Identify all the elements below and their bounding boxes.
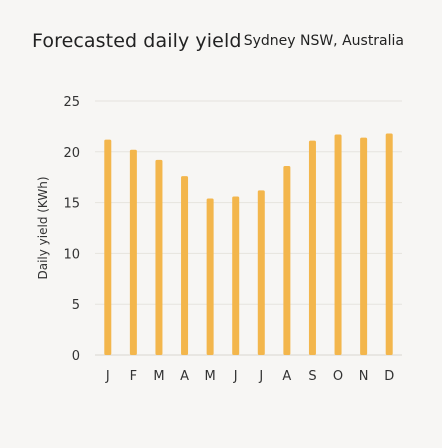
x-tick-label: J [233, 369, 238, 384]
bar [334, 134, 342, 355]
bar [257, 190, 265, 355]
bar [232, 196, 240, 355]
location-label: Sydney NSW, Australia [243, 33, 404, 49]
chart-title: Forecasted daily yield [32, 30, 242, 52]
x-tick-label: N [359, 369, 369, 384]
x-tick-label: F [130, 369, 137, 384]
x-tick-label: J [258, 369, 263, 384]
grid-layer [95, 100, 402, 356]
x-tick-label: A [282, 369, 291, 384]
bar [155, 159, 163, 355]
y-tick-label: 0 [72, 349, 80, 364]
x-tick-label: M [205, 369, 216, 384]
bar [129, 149, 137, 355]
x-tick-label: M [153, 369, 164, 384]
x-tick-label: D [384, 369, 394, 384]
y-tick-label: 10 [63, 247, 80, 262]
y-axis-label: Daily yield (KWh) [36, 176, 50, 279]
bar [385, 133, 393, 355]
bars [104, 133, 393, 355]
bar [308, 140, 316, 355]
bar [206, 198, 214, 355]
x-tick-label: O [333, 369, 343, 384]
x-tick-label: J [105, 369, 110, 384]
x-tick-label: S [308, 369, 316, 384]
x-tick-label: A [180, 369, 189, 384]
y-tick-label: 15 [63, 197, 80, 212]
bar [360, 137, 368, 355]
chart-header: Forecasted daily yield Sydney NSW, Austr… [0, 0, 442, 80]
y-tick-label: 25 [63, 95, 80, 110]
bar [181, 176, 189, 355]
y-tick-labels: 0 5 10 15 20 25 [63, 95, 80, 364]
y-tick-label: 5 [72, 298, 80, 313]
y-tick-label: 20 [63, 146, 80, 161]
bar [283, 166, 291, 355]
bar [104, 139, 112, 355]
